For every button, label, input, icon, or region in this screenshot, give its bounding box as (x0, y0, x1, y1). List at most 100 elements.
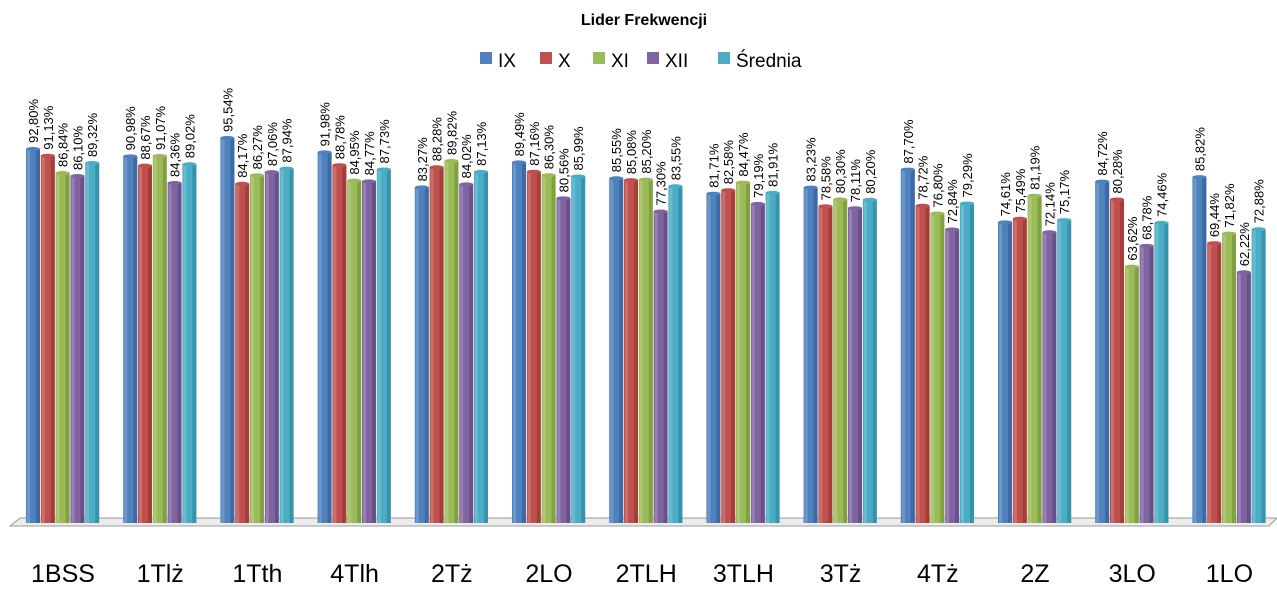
data-label-2lo-xii: 80,56% (556, 148, 571, 193)
category-label-2tlh: 2TLH (616, 560, 677, 588)
data-label-1tl-x: 88,67% (138, 115, 153, 160)
bar-1bss-xii (70, 174, 85, 523)
data-label-2z-ix: 74,61% (998, 172, 1013, 217)
bar-3lo-xi (1124, 264, 1139, 523)
bar-3lo-ix (1095, 179, 1110, 523)
data-label-2lo-rednia: 85,99% (571, 126, 586, 171)
data-label-1bss-x: 91,13% (41, 105, 56, 150)
data-label-1tth-xi: 86,27% (250, 125, 265, 170)
data-label-3t-xi: 80,30% (833, 149, 848, 194)
bar-1tth-xi (250, 173, 264, 523)
bar-1tl-ix (123, 154, 138, 524)
data-label-1lo-x: 69,44% (1207, 193, 1222, 238)
bar-4tlh-ix (317, 150, 332, 523)
bar-1lo-x (1207, 241, 1222, 523)
bar-2z-rednia (1057, 218, 1072, 524)
bar-2lo-rednia (571, 174, 586, 523)
data-label-2t-xi: 89,82% (444, 110, 459, 155)
data-label-2z-x: 75,49% (1013, 168, 1028, 213)
data-label-4tlh-ix: 91,98% (318, 102, 333, 147)
data-label-1tth-xii: 87,06% (265, 122, 280, 167)
bar-2lo-xi (541, 173, 556, 523)
bar-1tth-ix (220, 135, 235, 523)
data-label-3tlh-xi: 84,47% (736, 132, 751, 177)
bar-1lo-xi (1222, 231, 1236, 523)
bar-3t-xi (833, 197, 848, 524)
data-label-1tl-rednia: 89,02% (182, 114, 197, 159)
data-label-3t-rednia: 80,20% (863, 149, 878, 194)
legend-label-rednia: Średnia (736, 50, 802, 72)
data-label-1tl-xi: 91,07% (153, 105, 168, 150)
bar-3tlh-ix (706, 191, 721, 524)
bar-2z-x (1012, 216, 1027, 523)
data-label-4tlh-x: 88,78% (332, 115, 347, 160)
data-label-2tlh-x: 85,08% (624, 130, 639, 175)
data-label-3lo-xi: 63,62% (1125, 216, 1140, 261)
bar-2z-xi (1027, 193, 1042, 523)
bar-3t-xii (848, 206, 862, 523)
bar-4t-xi (930, 211, 945, 523)
data-label-1lo-xii: 62,22% (1237, 222, 1252, 267)
data-label-2tlh-rednia: 83,55% (668, 136, 683, 181)
category-label-4tlh: 4Tlh (330, 560, 379, 588)
bar-2t-xii (459, 182, 474, 523)
bar-4tlh-xii (362, 179, 376, 524)
category-label-1bss: 1BSS (31, 560, 95, 588)
data-label-4t-x: 78,72% (916, 155, 931, 200)
category-labels-group: 1BSS 1Tlż 1Tth 4Tlh 2Tż 2LO 2TLH 3TLH 3Tż 4Tż 2Z 3L… (31, 560, 1253, 588)
data-label-2t-x: 88,28% (430, 117, 445, 162)
bar-1tth-rednia (279, 166, 294, 523)
data-label-1tth-rednia: 87,94% (280, 118, 295, 163)
data-label-1bss-ix: 92,80% (26, 98, 41, 143)
legend-swatch-xii (647, 52, 659, 64)
bar-3tlh-x (721, 188, 736, 523)
bar-2tlh-x (624, 178, 638, 523)
bar-1lo-rednia (1251, 227, 1266, 524)
category-label-1tth: 1Tth (232, 560, 282, 588)
data-label-1tth-ix: 95,54% (220, 87, 235, 132)
data-label-3t-xii: 78,11% (848, 159, 863, 203)
data-label-2z-xii: 72,14% (1042, 182, 1057, 227)
data-label-1bss-xi: 86,84% (56, 123, 71, 168)
bar-3lo-rednia (1154, 220, 1169, 523)
data-label-4t-xii: 72,84% (945, 179, 960, 224)
legend-swatch-ix (480, 52, 492, 64)
category-label-2lo: 2LO (525, 560, 572, 588)
data-label-3lo-ix: 84,72% (1095, 131, 1110, 176)
bar-2t-xi (444, 159, 459, 524)
bar-1tl-xi (152, 153, 167, 523)
data-label-1tl-ix: 90,98% (123, 106, 138, 151)
data-label-2lo-ix: 89,49% (512, 112, 527, 157)
category-label-2z: 2Z (1020, 560, 1049, 588)
bar-2tlh-ix (609, 176, 624, 523)
bar-3lo-x (1110, 197, 1124, 523)
data-label-1tl-xii: 84,36% (168, 132, 183, 177)
data-labels-group: 92,80% 91,13% 86,84% 86,10% 89,32% 90,98% 88,6… (26, 87, 1267, 266)
bar-1tth-xii (264, 170, 279, 523)
data-label-1lo-rednia: 72,88% (1252, 179, 1267, 224)
data-label-2z-rednia: 75,17% (1057, 170, 1072, 215)
bar-4tlh-x (332, 163, 347, 523)
bar-2lo-ix (512, 160, 526, 524)
bar-2t-ix (414, 185, 429, 523)
data-label-2tlh-xii: 77,30% (654, 161, 669, 206)
bar-3t-ix (803, 185, 818, 523)
legend-swatch-x (540, 52, 552, 64)
category-label-3t: 3Tż (820, 560, 862, 588)
bar-2z-ix (998, 220, 1012, 523)
data-label-4t-ix: 87,70% (901, 119, 916, 164)
bar-2tlh-rednia (668, 184, 683, 523)
data-label-2lo-x: 87,16% (527, 121, 542, 166)
bar-1tl-x (138, 163, 152, 523)
data-label-4tlh-xi: 84,95% (347, 130, 362, 175)
bar-4tlh-rednia (376, 167, 391, 523)
category-label-1lo: 1LO (1206, 560, 1253, 588)
data-label-2t-ix: 83,27% (415, 137, 430, 182)
data-label-3lo-rednia: 74,46% (1154, 172, 1169, 217)
data-label-3t-x: 78,58% (818, 156, 833, 201)
data-label-3tlh-ix: 81,71% (706, 143, 721, 188)
data-label-3tlh-rednia: 81,91% (766, 142, 781, 187)
legend: IX X XI XII Średnia (480, 50, 802, 72)
bar-4tlh-xi (347, 178, 362, 524)
